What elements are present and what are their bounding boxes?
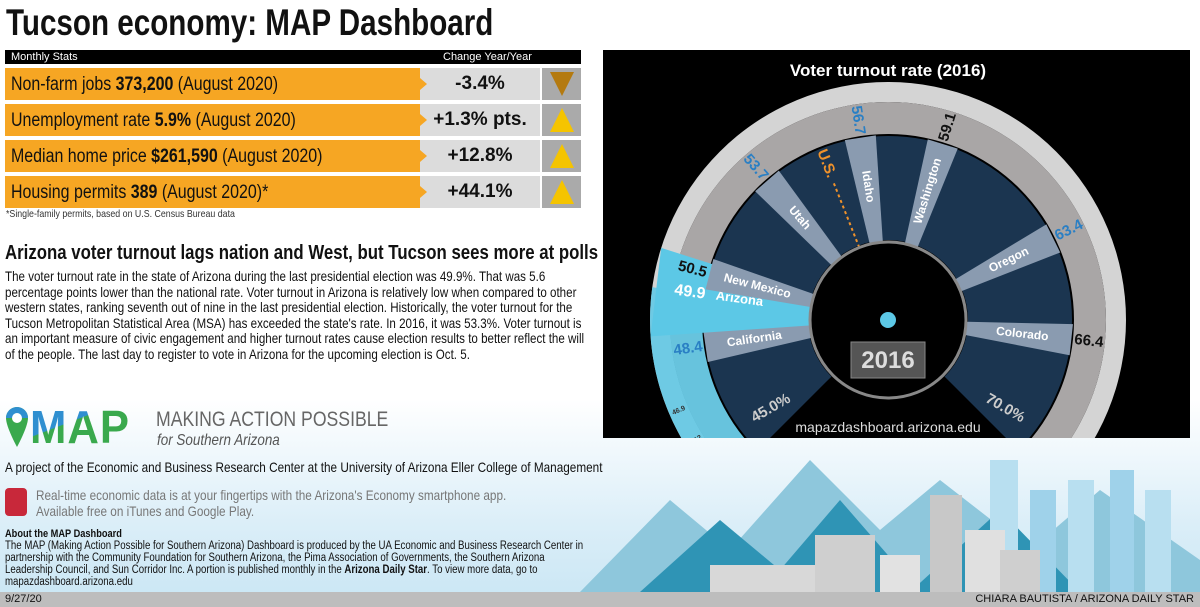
footnote: *Single-family permits, based on U.S. Ce… — [6, 208, 235, 220]
about-line: The MAP (Making Action Possible for Sout… — [5, 540, 584, 552]
project-line: A project of the Economic and Business R… — [5, 459, 603, 475]
stat-value: 5.9% — [154, 110, 192, 131]
stat-change: -3.4% — [420, 68, 540, 100]
brand-name: MAKING ACTION POSSIBLE — [156, 408, 389, 431]
value-label: 56.7 — [848, 104, 869, 135]
about-url[interactable]: mapazdashboard.arizona.edu — [5, 576, 133, 588]
arizona-2012-value: 46.9 — [671, 405, 686, 417]
stat-row: Unemployment rate 5.9% (August 2020) +1.… — [5, 104, 581, 136]
year-display: 2016 — [861, 347, 914, 374]
stat-label-cell: Housing permits 389 (August 2020)* — [5, 176, 420, 208]
monthly-stats-table: Monthly Stats Change Year/Year Non-farm … — [5, 50, 581, 208]
trend-cell — [542, 68, 581, 100]
stat-row: Housing permits 389 (August 2020)* +44.1… — [5, 176, 581, 208]
stat-label-cell: Median home price $261,590 (August 2020) — [5, 140, 420, 172]
arizona-daily-star: Arizona Daily Star — [344, 564, 428, 576]
value-label-arizona: 49.9 — [673, 282, 706, 303]
arrow-up-icon — [550, 108, 574, 132]
value-label: 50.5 — [676, 257, 709, 281]
stat-value: 373,200 — [115, 74, 174, 95]
about-text: Leadership Council, and Sun Corridor Inc… — [5, 564, 345, 576]
table-header: Monthly Stats Change Year/Year — [5, 50, 581, 64]
footer-credit: CHIARA BAUTISTA / ARIZONA DAILY STAR — [975, 593, 1194, 605]
stat-row: Median home price $261,590 (August 2020)… — [5, 140, 581, 172]
stat-period: (August 2020)* — [157, 182, 269, 203]
year-display-box — [850, 341, 926, 379]
url-label: mapazdashboard.arizona.edu — [795, 419, 980, 435]
article-heading: Arizona voter turnout lags nation and We… — [5, 242, 599, 264]
needle-hub — [880, 312, 896, 328]
about-line: partnership with the Community Foundatio… — [5, 552, 545, 564]
trend-cell — [542, 140, 581, 172]
stat-label: Housing permits — [11, 182, 131, 203]
stat-change: +12.8% — [420, 140, 540, 172]
stat-label: Unemployment rate — [11, 110, 155, 131]
footer-date: 9/27/20 — [5, 593, 42, 605]
voter-turnout-gauge: Voter turnout rate (2016)California48.4N… — [603, 50, 1190, 489]
trend-cell — [542, 176, 581, 208]
header-change: Change Year/Year — [443, 51, 532, 63]
arrow-up-icon — [550, 144, 574, 168]
about-text: . To view more data, go to — [427, 564, 538, 576]
trend-cell — [542, 104, 581, 136]
stat-change: +1.3% pts. — [420, 104, 540, 136]
brand-sub: for Southern Arizona — [157, 432, 280, 449]
stat-label-cell: Unemployment rate 5.9% (August 2020) — [5, 104, 420, 136]
eller-app-icon — [5, 488, 27, 516]
about-heading: About the MAP Dashboard — [5, 528, 122, 540]
footer-bar: 9/27/20 CHIARA BAUTISTA / ARIZONA DAILY … — [0, 592, 1200, 607]
mountains-skyline-illustration — [580, 460, 1200, 592]
chart-title: Voter turnout rate (2016) — [790, 61, 986, 80]
value-label: 48.4 — [672, 338, 704, 359]
stat-period: (August 2020) — [173, 74, 279, 95]
arrow-down-icon — [550, 72, 574, 96]
sector-label: Idaho — [859, 170, 878, 204]
stat-value: $261,590 — [151, 146, 218, 167]
gauge-svg: Voter turnout rate (2016)California48.4N… — [650, 61, 1126, 489]
stat-period: (August 2020) — [217, 146, 323, 167]
map-logo: MAP — [30, 401, 130, 453]
value-label: 66.4 — [1073, 331, 1104, 351]
stat-change: +44.1% — [420, 176, 540, 208]
header-monthly-stats: Monthly Stats — [11, 51, 78, 63]
stat-label: Non-farm jobs — [11, 74, 116, 95]
stat-row: Non-farm jobs 373,200 (August 2020) -3.4… — [5, 68, 581, 100]
stat-period: (August 2020) — [191, 110, 296, 131]
stat-label: Median home price — [11, 146, 152, 167]
article-body: The voter turnout rate in the state of A… — [5, 269, 585, 362]
sector-label: Colorado — [995, 324, 1049, 344]
app-line-2: Available free on iTunes and Google Play… — [36, 503, 255, 519]
map-pin-icon — [6, 407, 28, 447]
stat-value: 389 — [130, 182, 158, 203]
arrow-up-icon — [550, 180, 574, 204]
about-line: Leadership Council, and Sun Corridor Inc… — [5, 564, 538, 576]
page-title: Tucson economy: MAP Dashboard — [6, 2, 494, 43]
app-line-1: Real-time economic data is at your finge… — [36, 487, 507, 503]
stat-label-cell: Non-farm jobs 373,200 (August 2020) — [5, 68, 420, 100]
